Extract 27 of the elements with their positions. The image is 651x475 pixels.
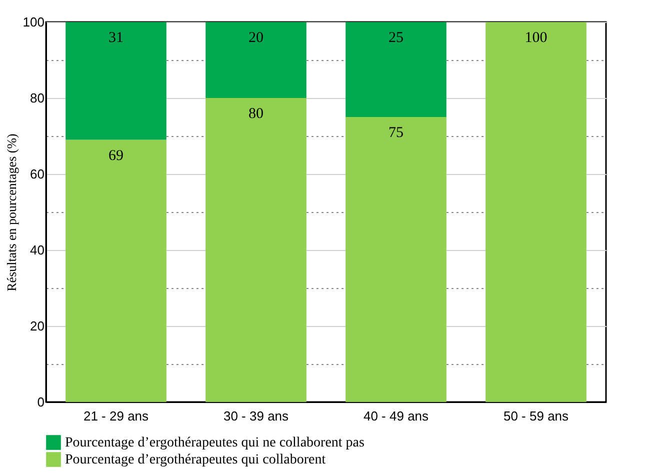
data-label: 75 [388,125,404,141]
x-tick-label: 30 - 39 ans [223,408,290,424]
y-tick-label: 60 [30,166,44,182]
bar [206,22,306,98]
bar [346,117,446,402]
y-tick-label: 20 [30,318,44,334]
data-label: 31 [108,30,124,46]
x-tick-label: 40 - 49 ans [363,408,430,424]
data-label: 69 [108,148,124,164]
bar [346,22,446,117]
data-label: 80 [248,106,264,122]
bar [66,22,166,140]
bar [66,140,166,402]
y-tick-label: 0 [37,394,44,410]
data-label: 100 [524,30,548,46]
data-label: 20 [248,30,264,46]
x-tick-label: 50 - 59 ans [503,408,570,424]
y-tick-label: 80 [30,90,44,106]
y-axis-title: Résultats en pourcentages (%) [4,134,19,292]
legend-label: Pourcentage d’ergothérapeutes qui ne collaborent pas [65,436,364,450]
y-tick-label: 40 [30,242,44,258]
legend-label: Pourcentage d’ergothérapeutes qui collaborent [65,452,326,468]
data-label: 25 [388,30,404,46]
bar [206,98,306,402]
bar [486,22,586,402]
x-tick-label: 21 - 29 ans [83,408,150,424]
y-tick-label: 100 [22,14,44,30]
